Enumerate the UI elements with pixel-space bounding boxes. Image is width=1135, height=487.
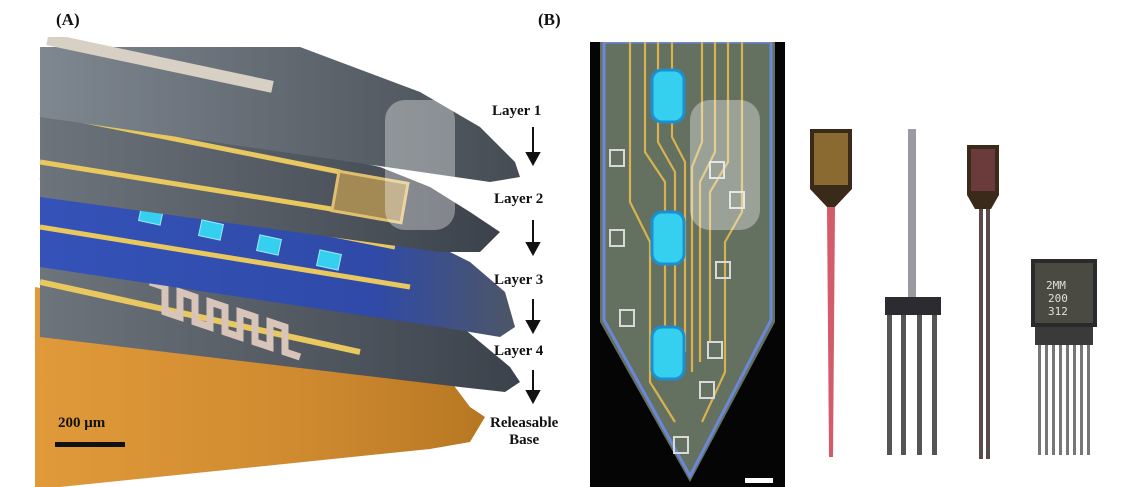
releasable-label-line2: Base: [509, 432, 540, 448]
silicon-probes: 2MM 200 312: [795, 67, 1125, 487]
panel-b-label: (B): [538, 10, 561, 29]
scale-bar-label: 200 μm: [58, 415, 106, 431]
chip-text-1: 2MM: [1046, 279, 1066, 292]
probe-shank: [600, 42, 775, 482]
four-shank-probe: [885, 129, 941, 455]
layer-1-label: Layer 1: [492, 103, 542, 119]
serpentine-trace: [148, 278, 302, 361]
layer-3-label: Layer 3: [494, 272, 544, 288]
scale-bar: [55, 442, 125, 447]
layer-arrows: [525, 127, 541, 405]
probe-leds: [650, 68, 686, 381]
layered-probe-micrograph: [35, 37, 520, 487]
dual-shank-probe: [967, 145, 999, 459]
eight-shank-probe: 2MM 200 312: [1031, 259, 1097, 455]
releasable-base-label: Releasable Base: [490, 415, 558, 449]
fluorescent-probe-tip: [590, 42, 785, 487]
layer-1: [40, 47, 520, 182]
chip-text-2: 200: [1048, 292, 1068, 305]
layer-4-label: Layer 4: [494, 343, 544, 359]
layer-2-label: Layer 2: [494, 191, 544, 207]
chip-text-3: 312: [1048, 305, 1068, 318]
releasable-label-line1: Releasable: [490, 415, 559, 431]
single-shank-probe: [810, 129, 852, 457]
panel-a-label: (A): [56, 10, 80, 29]
probe-scale-bar: [745, 478, 773, 483]
top-trace: [46, 37, 274, 93]
